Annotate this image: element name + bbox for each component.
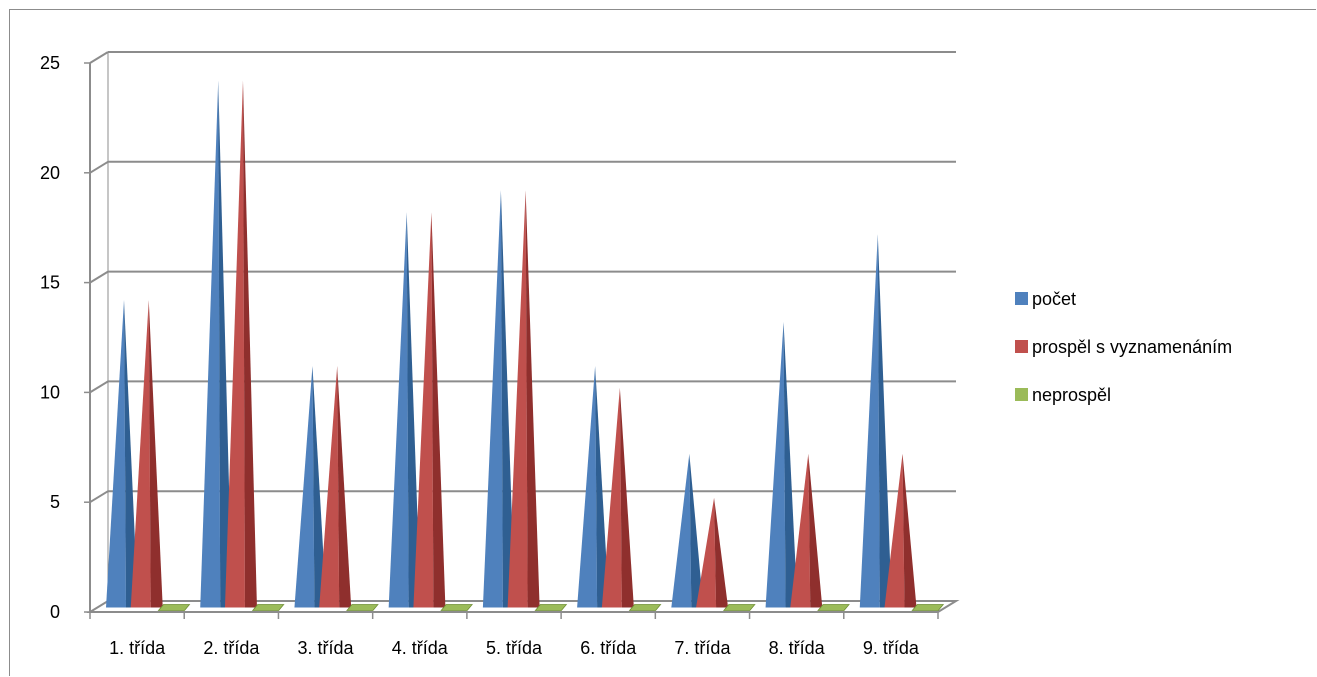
bar-2-1: [319, 365, 352, 608]
x-tick-labels: 1. třída 2. třída 3. třída 4. třída 5. třída…: [109, 638, 920, 658]
x-tick-label: 7. třída: [674, 638, 731, 658]
bar-shade: [783, 322, 798, 608]
y-tick-label: 25: [40, 53, 60, 73]
bar-face: [106, 300, 126, 608]
bar-face: [577, 365, 598, 608]
bar-8-0: [859, 234, 892, 608]
y-tick-labels: 0 5 10 15 20 25: [40, 53, 60, 622]
x-tick-label: 4. třída: [392, 638, 449, 658]
bar-face: [482, 190, 503, 608]
y-tick-label: 20: [40, 163, 60, 183]
bar-neprospěl-7. třída: [722, 604, 756, 611]
bar-neprospěl-8. třída: [817, 604, 850, 611]
axes: [84, 52, 960, 619]
bar-6-0: [671, 453, 704, 608]
x-tick-label: 5. třída: [486, 638, 543, 658]
y-tick-label: 10: [40, 382, 60, 402]
bar-face: [790, 453, 811, 608]
bar-face: [859, 234, 880, 608]
bar-shade: [312, 365, 327, 608]
bar-face: [507, 190, 528, 608]
bar-face: [130, 300, 151, 608]
bar-face: [200, 80, 221, 608]
bar-5-0: [577, 365, 610, 608]
bar-shade: [525, 190, 540, 608]
bar-face: [765, 322, 786, 608]
bar-1-1: [224, 80, 257, 608]
x-tick-label: 1. třída: [109, 638, 166, 658]
chart-frame: [9, 9, 1316, 676]
bar-face: [413, 212, 434, 608]
legend-swatch: [1015, 292, 1028, 305]
legend-swatch: [1015, 388, 1028, 401]
bar-face: [294, 365, 315, 608]
bar-shade: [500, 190, 515, 608]
gridline-side: [89, 380, 109, 394]
bar-neprospěl-5. třída: [534, 604, 568, 611]
bar-face: [696, 497, 717, 608]
legend-label: neprospěl: [1032, 385, 1111, 405]
legend: počet prospěl s vyznamenáním neprospěl: [1015, 289, 1232, 405]
bars: [106, 80, 945, 611]
bar-shade: [431, 212, 446, 608]
bar-neprospěl-2. třída: [251, 604, 285, 611]
bar-7-0: [765, 322, 798, 608]
bar-0-0: [106, 300, 138, 608]
bar-shade: [124, 300, 138, 608]
bar-shade: [406, 212, 421, 608]
bar-shade: [877, 234, 892, 608]
bar-8-1: [884, 453, 917, 608]
bar-shade: [808, 453, 823, 608]
bar-shade: [689, 453, 704, 608]
bar-0-1: [130, 300, 163, 608]
bar-neprospěl-4. třída: [440, 604, 474, 611]
bar-face: [671, 453, 692, 608]
bar-shade: [242, 80, 257, 608]
legend-swatch: [1015, 340, 1028, 353]
bar-6-1: [696, 497, 729, 608]
bar-face: [224, 80, 245, 608]
bar-face: [884, 453, 905, 608]
bar-4-0: [482, 190, 515, 608]
bar-shade: [714, 497, 729, 608]
bar-1-0: [200, 80, 233, 608]
bar-face: [319, 365, 340, 608]
gridline-side: [89, 51, 109, 64]
x-tick-label: 9. třída: [863, 638, 920, 658]
bar-shade: [595, 365, 610, 608]
x-tick-label: 3. třída: [298, 638, 355, 658]
gridline-side: [89, 490, 109, 504]
bar-neprospěl-1. třída: [157, 604, 191, 611]
bar-4-1: [507, 190, 540, 608]
bar-neprospěl-6. třída: [628, 604, 662, 611]
bar-shade: [619, 387, 634, 608]
x-tick-label: 8. třída: [769, 638, 826, 658]
bar-shade: [148, 300, 163, 608]
y-tick-label: 0: [50, 602, 60, 622]
bar-3-0: [388, 212, 421, 608]
bar-5-1: [601, 387, 634, 608]
bar-7-1: [790, 453, 823, 608]
bar-face: [601, 387, 622, 608]
bar-shade: [902, 453, 917, 608]
bar-shade: [218, 80, 233, 608]
bar-2-0: [294, 365, 327, 608]
y-tick-label: 15: [40, 273, 60, 293]
legend-label: počet: [1032, 289, 1076, 309]
bar-neprospěl-9. třída: [911, 604, 945, 611]
bar-shade: [337, 365, 352, 608]
gridline-side: [89, 270, 109, 284]
gridline-side: [89, 160, 109, 174]
bar-neprospěl-3. třída: [346, 604, 379, 611]
y-tick-label: 5: [50, 492, 60, 512]
bar-face: [388, 212, 409, 608]
legend-label: prospěl s vyznamenáním: [1032, 337, 1232, 357]
bar-3-1: [413, 212, 446, 608]
x-tick-label: 2. třída: [203, 638, 260, 658]
x-tick-label: 6. třída: [580, 638, 637, 658]
